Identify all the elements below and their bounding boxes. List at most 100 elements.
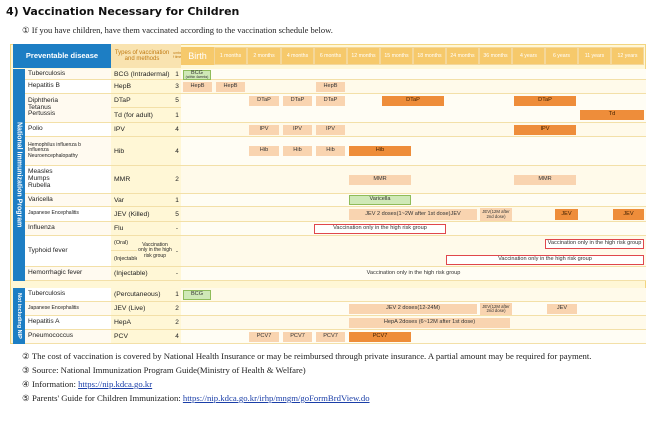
header-age-1m: 1 months bbox=[214, 47, 247, 65]
row-disease-hib: Hemophilus influenza b Influenza Neuroen… bbox=[25, 137, 111, 166]
note-information: ④ Information: https://nip.kdca.go.kr bbox=[22, 379, 153, 389]
row-doses-flu: - bbox=[173, 222, 181, 236]
row-vaccine-td: Td (for adult) bbox=[111, 108, 173, 123]
header-age-2m: 2 months bbox=[247, 47, 281, 65]
bar-ipv-6m: IPV bbox=[316, 125, 345, 135]
bar-ipv-4m: IPV bbox=[283, 125, 312, 135]
row-vaccine-bcg: BCG (Intradermal) bbox=[111, 69, 173, 80]
row-schedule bbox=[181, 80, 646, 94]
header-age-12y: 12 years bbox=[611, 47, 644, 65]
row-vaccine-pcv: PCV bbox=[111, 330, 173, 344]
bar-mmr-12-15m: MMR bbox=[349, 175, 411, 185]
header-age-6y: 6 years bbox=[545, 47, 578, 65]
note-cost: ② The cost of vaccination is covered by … bbox=[22, 351, 592, 361]
row-disease-tuberculosis-2: Tuberculosis bbox=[25, 288, 111, 302]
section-nip: National Immunization Program bbox=[13, 69, 25, 281]
link-parents-guide[interactable]: https://nip.kdca.go.kr/irhp/mngm/goFormB… bbox=[182, 393, 370, 403]
row-doses-td: 1 bbox=[173, 108, 181, 123]
bar-hib-2m: Hib bbox=[249, 146, 279, 156]
bar-ipv-2m: IPV bbox=[249, 125, 279, 135]
row-vaccine-typhoid-oral: (Oral) bbox=[111, 236, 137, 251]
bar-hemorrhagic-high-risk: Vaccination only in the high risk group bbox=[366, 270, 461, 277]
bar-dtap-4m: DTaP bbox=[283, 96, 312, 106]
bar-jev-live-doses: JEV 2 doses(12-24M) bbox=[349, 304, 477, 314]
header-vaccine: Types of vaccination and methods bbox=[111, 44, 173, 68]
notes-list: ② The cost of vaccination is covered by … bbox=[22, 349, 648, 405]
row-vaccine-ipv: IPV bbox=[111, 123, 173, 137]
row-disease-hepatitis-b: Hepatitis B bbox=[25, 80, 111, 94]
header-age-15m: 15 months bbox=[380, 47, 413, 65]
row-vaccine-mmr: MMR bbox=[111, 166, 173, 194]
bar-dtap-4-6y: DTaP bbox=[514, 96, 576, 106]
bar-jev-killed-6y: JEV bbox=[555, 209, 578, 220]
bar-mmr-4-6y: MMR bbox=[514, 175, 576, 185]
row-doses-ipv: 4 bbox=[173, 123, 181, 137]
row-disease-hepatitis-a: Hepatitis A bbox=[25, 316, 111, 330]
bar-dtap-6m: DTaP bbox=[316, 96, 345, 106]
row-disease-polio: Polio bbox=[25, 123, 111, 137]
bar-td-11-12y: Td bbox=[580, 110, 644, 120]
row-schedule bbox=[181, 194, 646, 207]
row-disease-hemorrhagic-fever: Hemorrhagic fever bbox=[25, 267, 111, 281]
bar-jev-killed-doses: JEV 2 doses(1~2W after 1st dose)JEV bbox=[349, 209, 477, 220]
row-schedule bbox=[181, 69, 646, 80]
header-age-36m: 36 months bbox=[479, 47, 512, 65]
header-age-6m: 6 months bbox=[314, 47, 347, 65]
row-disease-diphtheria-tetanus-pertussis: Diphtheria Tetanus Pertussis bbox=[25, 94, 111, 123]
row-vaccine-jev-killed: JEV (Killed) bbox=[111, 207, 173, 222]
row-doses-hepb: 3 bbox=[173, 80, 181, 94]
lead-text: ① If you have children, have them vaccin… bbox=[22, 25, 333, 35]
bar-hepb-1m: HepB bbox=[216, 82, 245, 92]
section-title: 4) Vaccination Necessary for Children bbox=[6, 5, 240, 18]
row-vaccine-dtap: DTaP bbox=[111, 94, 173, 108]
row-schedule bbox=[181, 166, 646, 194]
bar-pcv-12-15m: PCV7 bbox=[349, 332, 411, 342]
bar-dtap-15-18m: DTaP bbox=[382, 96, 444, 106]
row-disease-japanese-encephalitis: Japanese Encephalitis bbox=[25, 207, 111, 222]
row-doses-var: 1 bbox=[173, 194, 181, 207]
row-vaccine-var: Var bbox=[111, 194, 173, 207]
row-doses-hib: 4 bbox=[173, 137, 181, 166]
header-age-24m: 24 months bbox=[446, 47, 479, 65]
row-doses-typhoid: - bbox=[173, 236, 181, 267]
bar-pcv-4m: PCV7 bbox=[283, 332, 312, 342]
header-age-11y: 11 years bbox=[578, 47, 611, 65]
header-disease: Preventable disease bbox=[13, 44, 111, 68]
bar-bcg-percutaneous: BCG bbox=[183, 290, 211, 300]
bar-typhoid-injectable-high-risk: Vaccination only in the high risk group bbox=[446, 255, 644, 265]
row-doses-mmr: 2 bbox=[173, 166, 181, 194]
row-schedule bbox=[181, 288, 646, 302]
link-nip-kdca[interactable]: https://nip.kdca.go.kr bbox=[78, 379, 153, 389]
row-disease-pneumococcus: Pneumococcus bbox=[25, 330, 111, 344]
row-vaccine-hib: Hib bbox=[111, 137, 173, 166]
row-vaccine-hepb: HepB bbox=[111, 80, 173, 94]
row-typhoid-note: Vaccination only in the high risk group bbox=[137, 236, 173, 267]
row-schedule bbox=[181, 267, 646, 281]
bar-jev-live-36m: JEV(12M after 2nd dose) bbox=[480, 303, 512, 315]
bar-bcg: BCG (within 4weeks) bbox=[183, 70, 211, 80]
row-disease-influenza: Influenza bbox=[25, 222, 111, 236]
row-doses-dtap: 5 bbox=[173, 94, 181, 108]
row-disease-japanese-encephalitis-2: Japanese Encephalitis bbox=[25, 302, 111, 316]
row-doses-jev-live: 2 bbox=[173, 302, 181, 316]
row-vaccine-hepa: HepA bbox=[111, 316, 173, 330]
bar-ipv-4-6y: IPV bbox=[514, 125, 576, 135]
bar-jev-killed-12y: JEV bbox=[613, 209, 644, 220]
header-age-4y: 4 years bbox=[512, 47, 545, 65]
bar-hib-4m: Hib bbox=[283, 146, 312, 156]
bar-typhoid-oral-high-risk: Vaccination only in the high risk group bbox=[545, 239, 644, 249]
section-not-nip: Not including NIP bbox=[13, 288, 25, 344]
bar-pcv-2m: PCV7 bbox=[249, 332, 279, 342]
bar-jev-killed-36m: JEV(12M after 2nd dose) bbox=[480, 208, 512, 221]
bar-hib-6m: Hib bbox=[316, 146, 345, 156]
bar-hepb-6m: HepB bbox=[316, 82, 345, 92]
note-source: ③ Source: National Immunization Program … bbox=[22, 365, 306, 375]
row-disease-typhoid-fever: Typhoid fever bbox=[25, 236, 111, 267]
row-disease-tuberculosis: Tuberculosis bbox=[25, 69, 111, 80]
note-parents-guide: ⑤ Parents' Guide for Children Immunizati… bbox=[22, 393, 370, 403]
row-disease-varicella: Varicella bbox=[25, 194, 111, 207]
bar-dtap-2m: DTaP bbox=[249, 96, 279, 106]
bar-hib-12-15m: Hib bbox=[349, 146, 411, 156]
header-age-12m: 12 months bbox=[347, 47, 380, 65]
row-doses-bcg: 1 bbox=[173, 69, 181, 80]
